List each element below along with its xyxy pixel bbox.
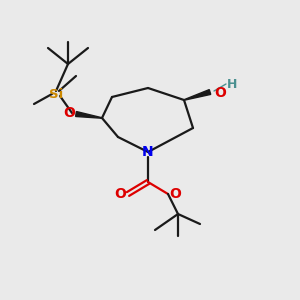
Text: H: H <box>227 77 237 91</box>
Text: Si: Si <box>49 88 63 100</box>
Polygon shape <box>76 112 102 118</box>
Text: O: O <box>214 86 226 100</box>
Text: O: O <box>63 106 75 120</box>
Polygon shape <box>184 90 211 100</box>
Text: O: O <box>114 187 126 201</box>
Text: O: O <box>169 187 181 201</box>
Text: N: N <box>142 145 154 159</box>
